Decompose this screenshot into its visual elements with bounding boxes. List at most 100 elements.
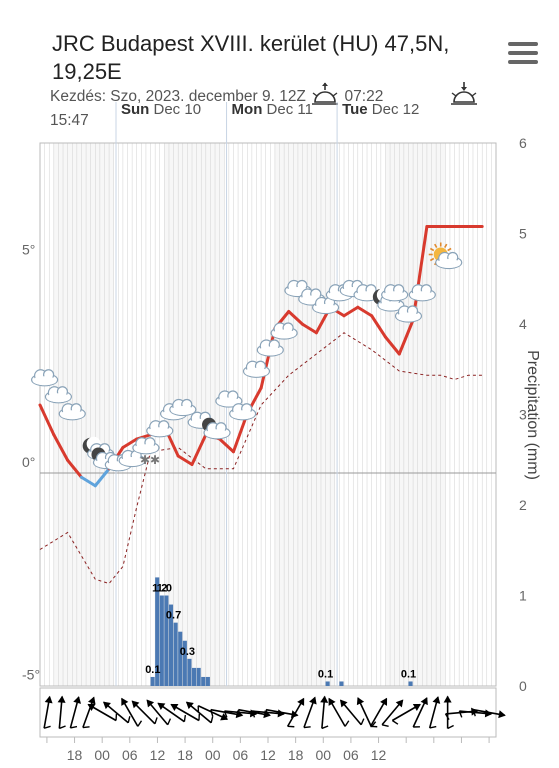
cloud-icon: [215, 390, 243, 408]
wind-barb: [391, 719, 399, 725]
forecast-start-info: Kezdés: Szo, 2023. december 9. 12Z 07:22…: [50, 82, 470, 133]
precip-bar: [173, 622, 178, 686]
wind-arrow-icon: [328, 697, 350, 727]
start-time-text: Kezdés: Szo, 2023. december 9. 12Z: [50, 88, 306, 105]
plot-frame: [39, 142, 497, 687]
cloud-shape: [272, 329, 297, 339]
cloud-icon: [408, 284, 436, 302]
precip-bar: [159, 595, 164, 686]
wind-barb: [43, 725, 51, 729]
temperature-segment: [259, 327, 277, 390]
day-name: Mon: [232, 101, 263, 118]
cloud-icon: [203, 422, 231, 440]
sunrise-icon: [312, 82, 339, 105]
wind-arrow-icon: [146, 699, 172, 726]
temperature-segment: [121, 437, 139, 449]
wind-barb: [210, 709, 214, 717]
menu-icon[interactable]: [508, 42, 538, 66]
wind-barb: [59, 725, 66, 730]
wind-head: [471, 707, 479, 716]
temperature-segment: [52, 433, 70, 462]
x-tick-label: 06: [233, 747, 249, 763]
temperature-segment: [342, 305, 360, 318]
wind-head: [87, 704, 96, 711]
precip-bar: [168, 604, 174, 686]
wind-head: [498, 710, 506, 719]
wind-barb: [183, 714, 187, 722]
x-tick-label: 12: [150, 747, 166, 763]
wind-head: [443, 695, 452, 703]
wind-arrow-icon: [286, 697, 305, 728]
x-tick-label: 12: [371, 747, 387, 763]
precip-label: 0.1: [318, 668, 333, 680]
temperature-segment: [190, 433, 208, 466]
precip-bar: [325, 681, 330, 686]
day-label: Sun Dec 10: [121, 101, 201, 118]
wind-barb: [344, 720, 350, 727]
wind-barb: [472, 709, 476, 717]
wind-arrow-icon: [443, 695, 454, 730]
wind-arrow-icon: [170, 703, 201, 722]
day-label: Mon Dec 11: [232, 101, 313, 118]
precip-bar: [182, 640, 187, 686]
cloud-shape: [378, 301, 403, 311]
precip-label: 1.2: [152, 583, 167, 595]
wind-barb: [137, 720, 143, 727]
cloud-icon: [242, 360, 271, 378]
wind-barb: [265, 709, 269, 717]
wind-head: [432, 696, 441, 704]
temperature-segment: [287, 310, 305, 326]
wind-head: [131, 700, 140, 709]
day-name: Tue: [342, 101, 368, 118]
precip-bar: [205, 676, 210, 686]
cloud-shape: [120, 457, 145, 466]
y-tick-left: 5°: [22, 242, 35, 258]
precip-bar: [150, 676, 155, 686]
wind-barb: [82, 726, 90, 729]
wind-head: [157, 702, 166, 711]
precip-bar: [164, 595, 169, 686]
wind-barb: [413, 726, 420, 728]
snow-cloud-icon: [132, 437, 160, 455]
sun-ray: [447, 247, 452, 252]
wind-head: [395, 699, 404, 708]
cloud-icon: [169, 398, 197, 417]
cloud-shape: [436, 259, 461, 268]
precip-bar: [187, 658, 192, 686]
y-tick-right: 2: [519, 497, 527, 513]
temperature-segment: [218, 437, 235, 454]
y-tick-right: 1: [519, 588, 527, 604]
precip-bar: [192, 667, 197, 686]
cloud-shape: [133, 444, 158, 454]
temperature-segment: [356, 305, 374, 318]
cloud-shape: [382, 291, 407, 301]
day-name: Sun: [121, 101, 149, 118]
y-tick-left: -5°: [22, 667, 40, 683]
wind-arrow-icon: [57, 695, 66, 730]
cloud-icon: [44, 386, 73, 404]
precip-bar: [155, 577, 160, 686]
wind-head: [380, 697, 388, 706]
wind-arrow-icon: [369, 697, 388, 728]
wind-arrow-icon: [381, 699, 404, 727]
wind-head: [57, 695, 66, 703]
night-band: [274, 143, 335, 686]
wind-head: [356, 697, 365, 706]
precip-bar: [408, 681, 413, 686]
wind-head: [328, 697, 336, 706]
chart-title: JRC Budapest XVIII. kerület (HU) 47,5N, …: [52, 31, 450, 84]
y-tick-right: 0: [519, 678, 527, 694]
wind-barb: [154, 717, 158, 725]
y-axis-label-right: Precipitation (mm): [524, 350, 541, 480]
temperature-segment: [370, 314, 387, 339]
precip-bar: [196, 667, 201, 686]
wind-barb: [447, 724, 454, 730]
day-label: Tue Dec 12: [342, 101, 419, 118]
wind-barb: [223, 710, 228, 718]
wind-head: [412, 704, 421, 711]
temperature-segment: [397, 318, 415, 356]
dewpoint-line: [39, 332, 483, 585]
cloud-icon: [435, 251, 463, 270]
wind-head: [297, 697, 305, 706]
cloud-icon: [229, 403, 257, 421]
